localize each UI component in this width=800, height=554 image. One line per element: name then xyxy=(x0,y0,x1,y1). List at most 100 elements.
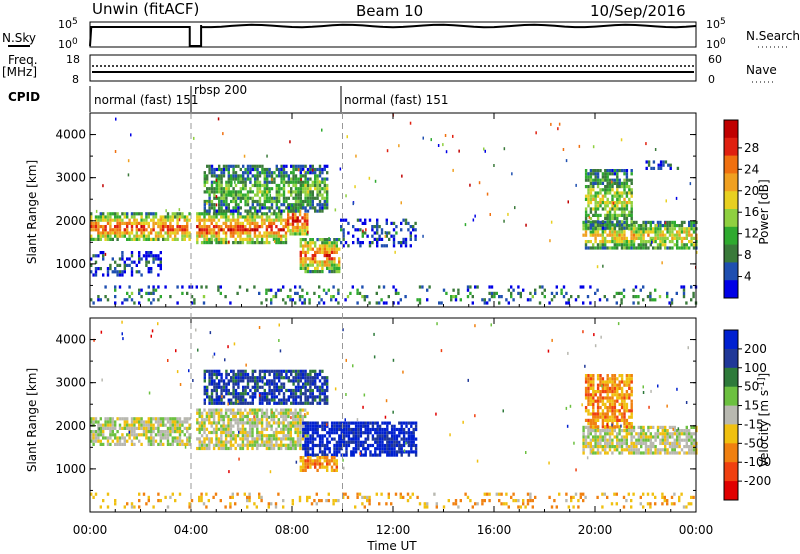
data-cell xyxy=(321,250,324,254)
data-cell xyxy=(145,254,148,258)
data-cell xyxy=(635,220,638,224)
data-cell xyxy=(381,440,384,444)
data-cell xyxy=(273,171,276,175)
data-cell xyxy=(596,435,600,439)
data-cell xyxy=(212,430,216,435)
data-cell xyxy=(246,231,249,235)
data-cell xyxy=(338,450,341,454)
data-cell xyxy=(606,441,609,445)
data-cell xyxy=(256,427,259,431)
data-cell xyxy=(690,285,693,289)
data-cell xyxy=(304,257,307,261)
data-cell xyxy=(169,433,172,437)
data-cell xyxy=(613,390,617,394)
data-cell xyxy=(632,451,636,455)
data-cell xyxy=(241,237,245,241)
data-cell xyxy=(126,231,129,235)
data-cell xyxy=(376,447,379,451)
data-cell xyxy=(647,435,650,439)
data-cell xyxy=(277,228,280,232)
data-cell xyxy=(215,430,218,435)
data-cell xyxy=(234,209,238,213)
data-cell xyxy=(635,438,638,442)
data-cell xyxy=(632,435,636,439)
data-cell xyxy=(159,433,162,437)
data-cell xyxy=(309,260,312,264)
data-cell xyxy=(601,181,605,185)
data-cell xyxy=(203,177,206,181)
data-cell xyxy=(613,418,617,422)
data-cell xyxy=(364,218,367,222)
data-cell xyxy=(123,417,126,421)
data-cell xyxy=(671,233,674,237)
data-cell xyxy=(152,505,155,509)
data-cell xyxy=(386,431,389,435)
data-cell xyxy=(205,427,209,431)
data-cell xyxy=(208,437,211,441)
data-cell xyxy=(225,369,228,373)
data-cell xyxy=(152,212,155,216)
data-cell xyxy=(642,432,645,436)
data-cell xyxy=(664,448,667,452)
data-cell xyxy=(628,185,631,189)
data-cell xyxy=(371,234,374,238)
data-cell xyxy=(217,234,221,238)
data-cell xyxy=(589,197,593,201)
data-cell xyxy=(272,221,276,225)
data-cell xyxy=(290,395,293,399)
data-cell xyxy=(282,401,286,405)
data-cell xyxy=(237,382,240,386)
data-cell xyxy=(237,180,240,184)
data-cell xyxy=(299,187,302,191)
data-cell xyxy=(106,270,110,274)
data-cell xyxy=(316,167,319,172)
data-cell xyxy=(589,233,592,237)
data-cell xyxy=(254,174,257,178)
data-cell xyxy=(220,228,223,232)
data-cell xyxy=(203,206,206,210)
data-cell xyxy=(407,450,411,454)
data-cell xyxy=(347,440,351,444)
data-cell xyxy=(246,382,250,386)
data-cell xyxy=(311,398,314,402)
data-cell xyxy=(657,163,660,167)
data-cell xyxy=(630,438,633,442)
data-cell xyxy=(186,291,189,295)
data-cell xyxy=(263,190,266,194)
data-cell xyxy=(299,385,302,389)
data-cell xyxy=(369,427,372,432)
data-cell xyxy=(176,301,179,305)
data-cell xyxy=(311,206,314,210)
data-cell xyxy=(242,372,245,377)
data-cell xyxy=(338,434,341,438)
data-cell xyxy=(258,215,261,219)
data-cell xyxy=(215,225,218,229)
data-cell xyxy=(632,224,636,228)
data-cell xyxy=(244,392,247,396)
data-cell xyxy=(676,438,679,442)
data-cell xyxy=(121,436,124,440)
data-cell xyxy=(399,492,402,496)
data-cell xyxy=(203,443,206,447)
data-cell xyxy=(273,209,276,213)
data-cell xyxy=(138,212,141,216)
data-cell xyxy=(414,427,418,432)
data-cell xyxy=(299,199,302,204)
data-cell xyxy=(664,160,668,164)
data-cell xyxy=(654,448,657,452)
data-cell xyxy=(685,432,688,436)
data-cell xyxy=(584,197,588,201)
data-cell xyxy=(164,221,167,225)
data-cell xyxy=(246,499,249,503)
data-cell xyxy=(616,230,619,234)
data-cell xyxy=(306,440,310,444)
data-cell xyxy=(258,398,262,402)
data-cell xyxy=(618,230,621,234)
data-cell xyxy=(258,291,261,295)
data-cell xyxy=(682,295,686,299)
data-cell xyxy=(587,213,590,217)
data-cell xyxy=(206,209,209,213)
data-cell xyxy=(147,285,150,289)
data-cell xyxy=(225,164,228,168)
data-cell xyxy=(661,429,664,433)
